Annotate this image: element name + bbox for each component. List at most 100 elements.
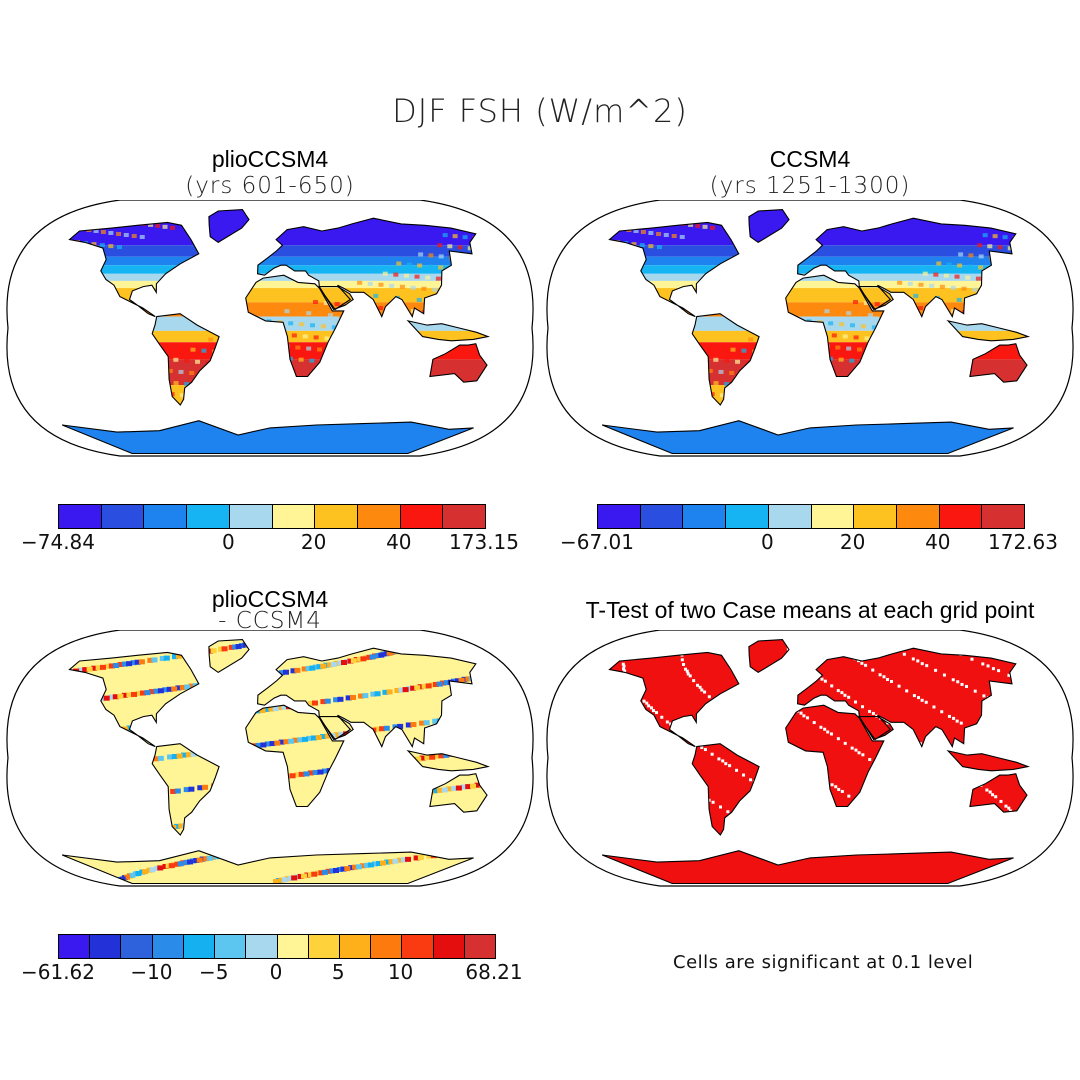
grid-cell (363, 862, 370, 868)
grid-cell (183, 787, 190, 793)
grid-cell (874, 302, 880, 307)
grid-cell (332, 867, 339, 873)
insignificant-cell (836, 689, 840, 693)
grid-cell (982, 233, 988, 238)
grid-cell (189, 370, 195, 375)
grid-cell (272, 879, 279, 884)
insignificant-cell (973, 779, 977, 783)
grid-cell (294, 667, 301, 673)
grid-cell (994, 289, 1000, 294)
grid-cell (190, 347, 196, 352)
coastline-eurasia (257, 647, 477, 749)
grid-cell (28, 809, 34, 814)
map-border (6, 200, 534, 457)
grid-cell (219, 338, 225, 343)
grid-cell (408, 645, 415, 651)
insignificant-cell (902, 841, 906, 845)
insignificant-cell (704, 796, 708, 800)
grid-cell (506, 812, 512, 817)
grid-cell (674, 220, 680, 225)
grid-cell (202, 784, 209, 790)
grid-cell (138, 829, 145, 835)
grid-cell (777, 328, 783, 333)
grid-cell (309, 839, 316, 845)
insignificant-cell (932, 804, 936, 808)
grid-cell (725, 214, 731, 219)
grid-cell (134, 794, 141, 800)
insignificant-cell (997, 669, 1001, 673)
grid-cell (342, 326, 348, 331)
grid-cell (631, 242, 637, 247)
grid-cell (142, 869, 149, 875)
insignificant-cell (889, 679, 893, 683)
grid-cell (355, 864, 362, 870)
grid-cell (349, 694, 356, 700)
grid-cell (367, 281, 373, 286)
coastline-antarctica (601, 850, 1014, 885)
grid-cell (197, 785, 204, 791)
insignificant-cell (733, 814, 737, 818)
grid-cell (512, 744, 518, 749)
grid-cell (125, 759, 132, 765)
grid-cell (636, 385, 642, 390)
grid-cell (252, 777, 259, 783)
grid-cell (767, 362, 773, 367)
colorbar-swatch (982, 505, 1025, 528)
grid-cell (222, 747, 229, 753)
grid-cell (99, 664, 106, 670)
insignificant-cell (583, 711, 586, 714)
grid-cell (918, 282, 924, 287)
grid-cell (211, 818, 218, 824)
insignificant-cell (768, 741, 772, 745)
grid-cell (75, 840, 82, 846)
grid-cell (201, 348, 207, 353)
grid-cell (75, 732, 82, 738)
insignificant-cell (950, 762, 954, 766)
coastline-arabia (858, 286, 894, 311)
grid-cell (241, 710, 248, 716)
grid-cell (236, 745, 243, 751)
grid-cell (360, 316, 366, 321)
grid-cell (454, 289, 460, 294)
grid-cell (427, 298, 433, 303)
insignificant-cell (904, 732, 908, 736)
grid-cell (581, 249, 586, 253)
grid-cell (85, 697, 92, 703)
grid-cell (359, 863, 366, 869)
grid-cell (846, 311, 852, 316)
grid-cell (121, 661, 128, 667)
insignificant-cell (557, 796, 560, 799)
grid-cell (162, 687, 169, 693)
grid-cell (1022, 237, 1028, 242)
grid-cell (142, 829, 149, 835)
grid-cell (384, 294, 390, 299)
grid-cell (317, 837, 324, 843)
insignificant-cell (698, 685, 702, 689)
grid-cell (152, 791, 159, 797)
grid-cell (418, 790, 425, 796)
insignificant-cell (1069, 743, 1072, 746)
insignificant-cell (593, 720, 596, 723)
grid-cell (740, 395, 746, 400)
grid-cell (175, 653, 182, 659)
grid-cell (409, 644, 416, 650)
grid-cell (494, 746, 500, 751)
insignificant-cell (886, 677, 890, 681)
insignificant-cell (569, 695, 572, 698)
grid-cell (108, 231, 114, 236)
insignificant-cell (692, 789, 696, 793)
grid-cell (134, 220, 140, 225)
grid-cell (433, 753, 440, 759)
insignificant-cell (937, 809, 941, 813)
insignificant-cell (814, 821, 818, 825)
grid-cell (227, 746, 234, 752)
grid-cell (688, 390, 694, 395)
insignificant-cell (869, 810, 873, 814)
insignificant-cell (575, 701, 578, 704)
grid-cell (470, 268, 476, 273)
grid-cell (187, 859, 194, 865)
insignificant-cell (634, 798, 638, 802)
grid-cell (34, 261, 39, 265)
grid-cell (280, 774, 287, 780)
insignificant-cell (759, 784, 763, 788)
